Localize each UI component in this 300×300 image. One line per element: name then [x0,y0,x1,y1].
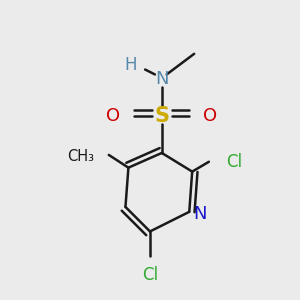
Text: CH₃: CH₃ [67,149,94,164]
Text: S: S [154,106,169,126]
Text: H: H [125,56,137,74]
Text: N: N [155,70,169,88]
Text: Cl: Cl [226,153,243,171]
Text: N: N [193,205,207,223]
Text: O: O [106,106,121,124]
Text: Cl: Cl [142,266,158,284]
Text: O: O [203,106,217,124]
